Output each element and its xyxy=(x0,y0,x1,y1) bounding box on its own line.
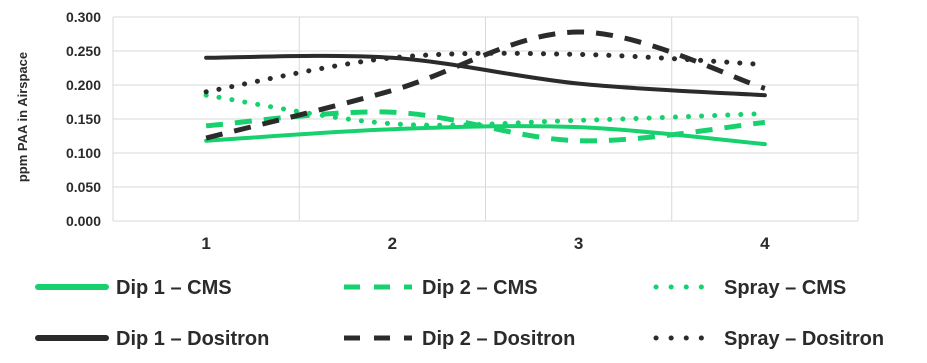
y-tick-label: 0.200 xyxy=(66,77,101,93)
legend-label-spray-dositron: Spray – Dositron xyxy=(724,328,884,350)
legend-label-dip-1-cms: Dip 1 – CMS xyxy=(116,277,232,299)
y-tick-label: 0.050 xyxy=(66,179,101,195)
x-tick-label: 4 xyxy=(760,234,770,253)
y-tick-label: 0.100 xyxy=(66,145,101,161)
x-tick-label: 2 xyxy=(388,234,397,253)
y-tick-label: 0.250 xyxy=(66,43,101,59)
legend-label-dip-2-cms: Dip 2 – CMS xyxy=(422,277,538,299)
legend-label-spray-cms: Spray – CMS xyxy=(724,277,846,299)
x-tick-label: 1 xyxy=(201,234,210,253)
y-tick-label: 0.000 xyxy=(66,213,101,229)
y-axis-label: ppm PAA in Airspace xyxy=(15,52,30,182)
y-tick-label: 0.300 xyxy=(66,9,101,25)
legend-label-dip-2-dositron: Dip 2 – Dositron xyxy=(422,328,575,350)
series-line-dip-1-dositron xyxy=(204,53,767,98)
legend-label-dip-1-dositron: Dip 1 – Dositron xyxy=(116,328,269,350)
x-tick-label: 3 xyxy=(574,234,583,253)
series-line-dip-2-cms xyxy=(205,109,766,144)
y-tick-label: 0.150 xyxy=(66,111,101,127)
